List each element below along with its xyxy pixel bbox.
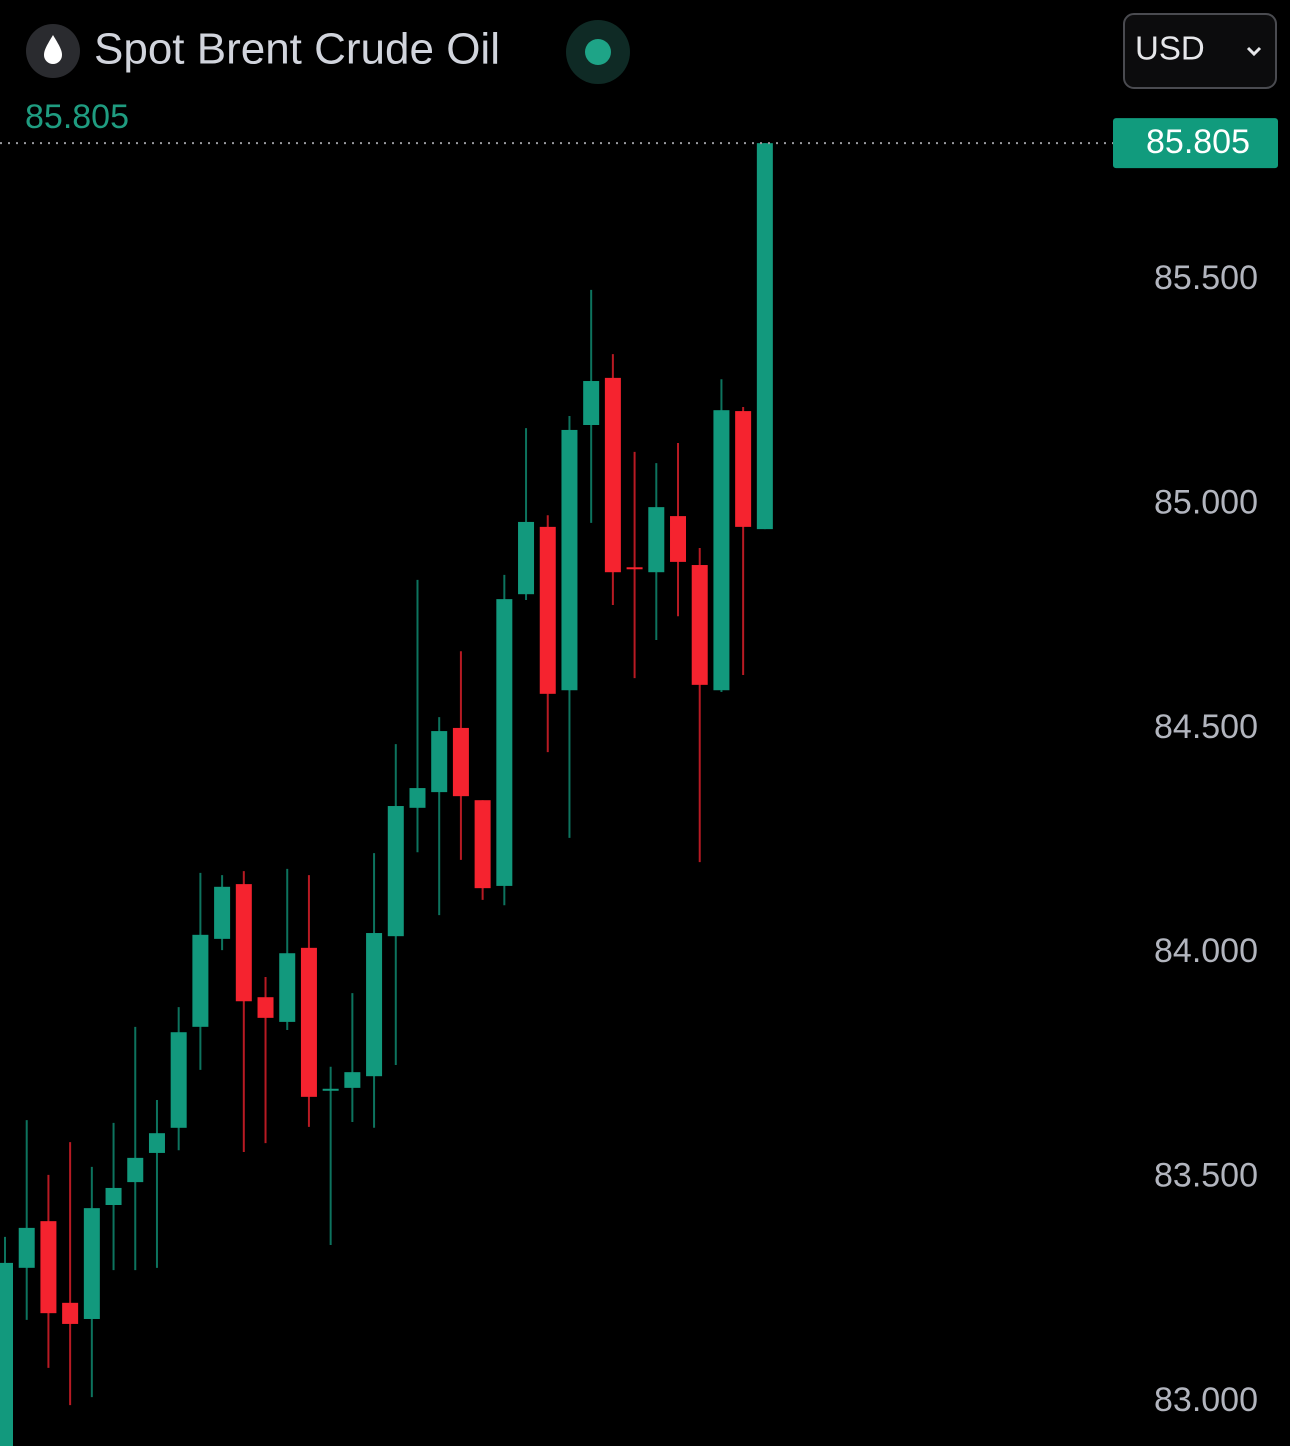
candle-body [387,806,404,937]
candle-body [409,788,426,808]
candle-body [214,886,231,939]
plot-area [0,143,773,1446]
market-status[interactable] [566,20,630,84]
oil-icon [26,24,80,78]
candle-body [170,1032,187,1128]
candle-body [539,526,556,694]
y-tick-label: 84.500 [1154,708,1258,746]
candle-body [192,934,209,1027]
candle-body [518,521,535,595]
candle-body [626,567,643,570]
last-price-badge-label: 85.805 [1146,123,1250,161]
candle-body [604,377,621,573]
chart-title: Spot Brent Crude Oil [94,25,500,74]
y-tick-label: 84.000 [1154,932,1258,970]
candle-body [583,381,600,426]
candle-body [83,1208,100,1319]
candle-body [322,1088,339,1091]
y-tick-label: 85.500 [1154,259,1258,297]
candle-body [105,1187,122,1205]
candle-body [0,1262,13,1446]
candle-body [670,516,687,562]
currency-select[interactable]: USD [1123,13,1277,89]
candle-body [62,1302,79,1324]
y-tick-label: 85.000 [1154,483,1258,521]
candle-body [257,997,274,1018]
candle-body [148,1133,165,1153]
candle-body [496,599,513,886]
candle-body [561,429,578,691]
candle-body [279,953,296,1022]
candle-body [691,565,708,685]
last-price-badge [1113,118,1278,169]
y-tick-label: 83.500 [1154,1157,1258,1195]
candle-body [235,884,252,1002]
candle-body [300,947,317,1097]
candle-body [344,1072,361,1088]
candle-body [18,1227,35,1268]
candle-body [756,143,773,530]
candle-body [127,1157,144,1183]
candle-body [431,731,448,793]
candle-body [648,507,665,573]
candle-body [452,727,469,797]
candle-body [40,1221,57,1314]
candle-body [366,933,383,1077]
candle-body [713,410,730,691]
candle-body [735,411,752,527]
y-tick-label: 83.000 [1154,1381,1258,1419]
candle-body [474,800,491,889]
currency-label: USD [1135,30,1205,67]
last-price: 85.805 [25,98,129,136]
